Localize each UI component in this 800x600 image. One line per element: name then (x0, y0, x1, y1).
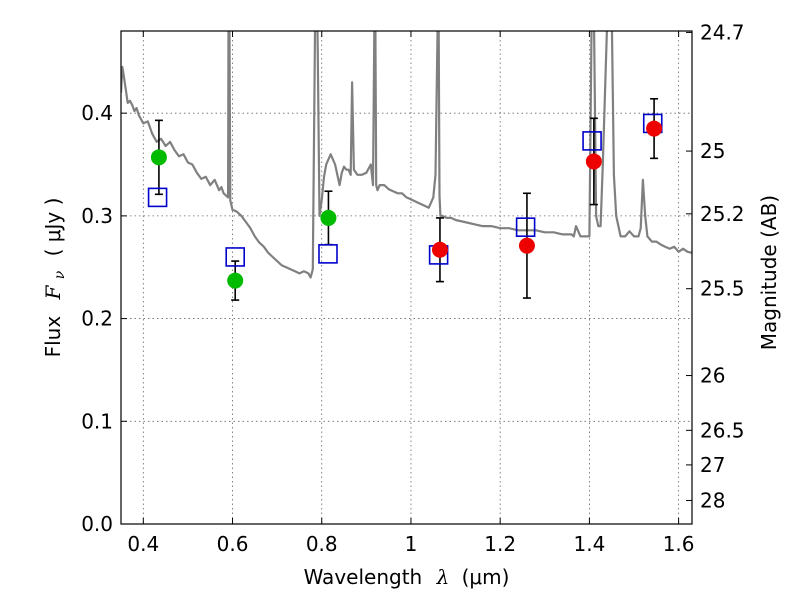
marker-layer (147, 113, 663, 289)
flux-circle-point (585, 153, 602, 170)
y2-tick-label: 28 (700, 488, 725, 512)
model-square-point (225, 247, 245, 267)
y-tick-label: 0.2 (81, 307, 113, 331)
flux-circle-point (320, 209, 337, 226)
x-axis-label-symbol: λ (436, 565, 450, 589)
plot-frame (120, 30, 693, 525)
y2-tick-label: 26 (700, 364, 725, 388)
x-axis-label: Wavelength λ (μm) (304, 565, 510, 589)
x-tick-label: 0.8 (306, 532, 338, 556)
y2-axis-label: Magnitude (AB) (757, 195, 781, 350)
tick-layer: 0.4 0.6 0.8 1 1.2 1.4 1.6 0.0 0.1 0.2 0.3 0.4 24.7 25… (81, 20, 744, 556)
y2-tick-label: 25.5 (700, 277, 745, 301)
flux-circle-point (646, 120, 663, 137)
x-axis-label-prefix: Wavelength (304, 565, 423, 589)
x-tick-label: 0.4 (127, 532, 159, 556)
model-square-point (318, 244, 338, 264)
y2-tick-label: 25.2 (700, 202, 745, 226)
flux-circle-point (518, 237, 535, 254)
flux-circle-point (227, 272, 244, 289)
x-tick-label: 0.6 (217, 532, 249, 556)
x-tick-label: 1 (405, 532, 418, 556)
x-tick-label: 1.6 (663, 532, 695, 556)
y-tick-label: 0.3 (81, 204, 113, 228)
y-axis-label-prefix: Flux (41, 316, 65, 358)
x-tick-label: 1.4 (573, 532, 605, 556)
y2-tick-label: 24.7 (700, 20, 745, 44)
y-tick-label: 0.1 (81, 409, 113, 433)
y-axis-label-unit: ( μJy ) (41, 198, 65, 257)
flux-circle-point (431, 241, 448, 258)
y-tick-label: 0.0 (81, 512, 113, 536)
y2-tick-label: 26.5 (700, 418, 745, 442)
y-tick-label: 0.4 (81, 101, 113, 125)
y-axis-label-symbol: F (41, 284, 65, 300)
y-axis-label: Flux F ν ( μJy ) (41, 198, 69, 358)
y-axis-label-subscript: ν (52, 270, 68, 279)
y2-tick-label: 25 (700, 139, 725, 163)
x-tick-label: 1.2 (484, 532, 516, 556)
spectrum-layer (121, 31, 692, 279)
model-square-point (515, 217, 536, 237)
grid-lines (121, 31, 692, 525)
x-axis-label-unit: (μm) (462, 565, 510, 589)
model-square-point (147, 187, 168, 208)
flux-circle-point (150, 149, 167, 166)
spectrum-line (121, 31, 692, 279)
model-square-point (582, 131, 602, 151)
y2-tick-label: 27 (700, 453, 725, 477)
